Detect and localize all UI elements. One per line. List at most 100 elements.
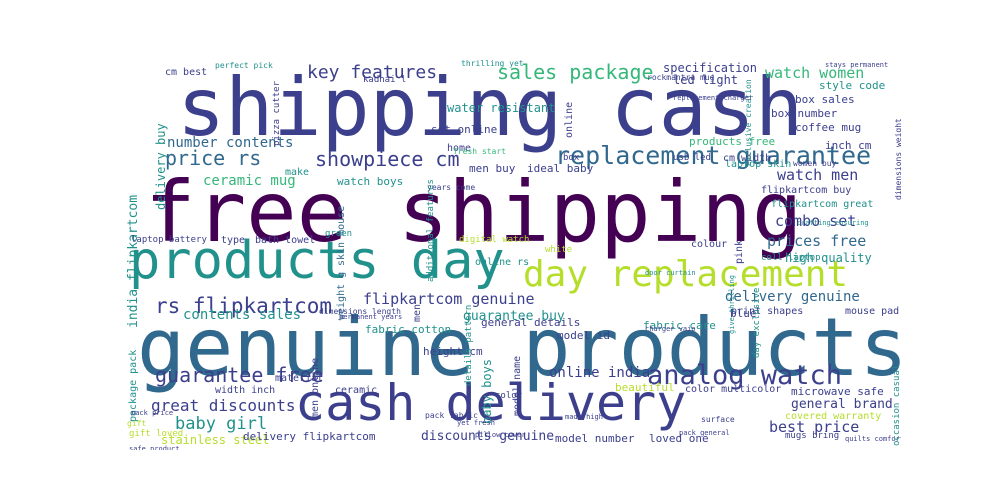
cloud-word: covered warranty bbox=[785, 411, 882, 422]
cloud-word: high quality bbox=[785, 251, 872, 265]
cloud-word: years come bbox=[427, 183, 476, 192]
cloud-word: laptop skin bbox=[725, 159, 792, 170]
cloud-word: crafting ensuring bbox=[797, 219, 869, 227]
cloud-word: fabric care bbox=[643, 319, 716, 332]
cloud-word: box number bbox=[771, 107, 838, 120]
cloud-word: box bbox=[563, 153, 580, 163]
cloud-word: white bbox=[545, 245, 573, 255]
cloud-word: quilts comforters bbox=[845, 435, 901, 443]
cloud-word: colour bbox=[691, 239, 728, 250]
cloud-word: type bbox=[221, 235, 246, 246]
cloud-word: key features bbox=[307, 62, 438, 83]
cloud-word: delivery genuine bbox=[725, 289, 860, 305]
cloud-word: gift loved bbox=[129, 429, 184, 439]
cloud-word: discounts genuine bbox=[421, 429, 555, 444]
cloud-word: led light bbox=[673, 73, 739, 87]
cloud-word: rockmantra mug bbox=[647, 73, 715, 82]
cloud-word: exclusive creation bbox=[744, 79, 753, 166]
cloud-word: yet fresh bbox=[457, 419, 495, 427]
cloud-word: men bbox=[412, 303, 423, 322]
cloud-word: model name bbox=[512, 355, 523, 416]
cloud-word: day replacement bbox=[523, 254, 849, 295]
cloud-word: general brand bbox=[791, 397, 893, 412]
cloud-word: cell laptop bbox=[761, 253, 821, 263]
cloud-word: permanent years bbox=[339, 313, 403, 321]
cloud-word: perfect pick bbox=[215, 61, 273, 70]
cloud-word: cash delivery bbox=[295, 374, 687, 432]
cloud-word: blue bbox=[730, 307, 757, 320]
cloud-word: mouse pad bbox=[845, 306, 900, 317]
cloud-word: gift bbox=[127, 419, 147, 428]
cloud-word: replacement guarantee bbox=[555, 141, 872, 170]
cloud-word: coffee mug bbox=[795, 121, 862, 134]
cloud-word: set online bbox=[431, 123, 498, 136]
cloud-word: made high bbox=[565, 413, 603, 421]
cloud-word: color multicolor bbox=[685, 384, 782, 395]
cloud-word: guarantee buy bbox=[463, 309, 565, 324]
cloud-word: style code bbox=[819, 79, 886, 92]
cloud-word: height cm bbox=[423, 345, 483, 358]
cloud-word: products free bbox=[689, 135, 776, 148]
cloud-word: pack general bbox=[679, 429, 730, 437]
cloud-word: width inch bbox=[215, 385, 276, 396]
cloud-word: price rs bbox=[165, 146, 262, 170]
cloud-word: surface bbox=[701, 415, 735, 424]
cloud-word: charger vaio bbox=[645, 325, 696, 333]
cloud-word: water resistant bbox=[447, 101, 556, 115]
cloud-word: material bbox=[275, 373, 324, 384]
cloud-word: india flipkartcom bbox=[126, 194, 141, 328]
cloud-word: pink bbox=[734, 239, 745, 264]
cloud-word: baby girl bbox=[175, 414, 268, 434]
cloud-word: rs flipkartcom bbox=[155, 294, 333, 318]
cloud-word: home bbox=[447, 143, 472, 154]
cloud-word: prices free bbox=[767, 232, 867, 250]
cloud-word: delivery flipkartcom bbox=[243, 430, 376, 443]
cloud-word: safe product bbox=[129, 445, 180, 451]
cloud-word: best price bbox=[769, 418, 860, 436]
cloud-word: flipkartcom genuine bbox=[363, 290, 535, 308]
cloud-word: ideal baby bbox=[527, 162, 594, 175]
cloud-word: flipkartcom buy bbox=[761, 185, 852, 196]
cloud-word: pack price bbox=[131, 409, 174, 417]
cloud-word: contents sales bbox=[183, 307, 302, 323]
cloud-word: additional features bbox=[426, 179, 436, 282]
cloud-word: model id bbox=[557, 329, 610, 342]
cloud-word: online bbox=[564, 101, 575, 138]
cloud-word: online india bbox=[549, 365, 651, 381]
cloud-word: women buy bbox=[793, 159, 837, 168]
cloud-word: pillow cover bbox=[475, 431, 526, 439]
cloud-word: stays permanent bbox=[825, 61, 889, 69]
cloud-word: delivery buy bbox=[154, 123, 168, 210]
cloud-word: details pattern bbox=[464, 304, 474, 386]
cloud-word: watch women bbox=[765, 64, 865, 82]
cloud-word: give thrilling bbox=[728, 274, 736, 334]
cloud-word: ceramic mug bbox=[203, 173, 296, 189]
cloud-word: occasion casual bbox=[892, 364, 901, 446]
cloud-word: mugs bring bbox=[785, 431, 840, 441]
cloud-word: model number bbox=[555, 432, 635, 445]
cloud-word: watch men bbox=[777, 166, 859, 184]
cloud-word: green bbox=[325, 229, 353, 239]
cloud-word: pack fabric bbox=[425, 411, 478, 420]
cloud-word: showpiece cm bbox=[315, 147, 460, 171]
cloud-word: cm best bbox=[165, 67, 208, 78]
word-cloud: shipping cash free shipping genuine produc… bbox=[125, 60, 901, 450]
cloud-word: microwave safe bbox=[791, 385, 884, 398]
cloud-word: specification bbox=[663, 61, 757, 75]
cloud-word: genuine products bbox=[137, 301, 901, 394]
cloud-word: combo set bbox=[775, 212, 857, 230]
cloud-word: sales package bbox=[497, 60, 654, 84]
cloud-word: ceramic bbox=[335, 385, 378, 396]
cloud-word: loved one bbox=[649, 432, 709, 445]
cloud-word: number contents bbox=[167, 135, 294, 151]
cloud-word: box sales bbox=[795, 93, 855, 106]
cloud-word: kadhai l bbox=[363, 75, 407, 85]
cloud-word: digital watch bbox=[459, 235, 530, 245]
cloud-word: baby boys bbox=[480, 358, 494, 424]
cloud-word: pizza cutter bbox=[272, 80, 282, 146]
cloud-word: bath towel bbox=[255, 235, 316, 246]
cloud-word: laptop battery bbox=[131, 235, 207, 245]
cloud-word: inch cm bbox=[825, 139, 872, 152]
cloud-word: color bbox=[495, 391, 523, 401]
